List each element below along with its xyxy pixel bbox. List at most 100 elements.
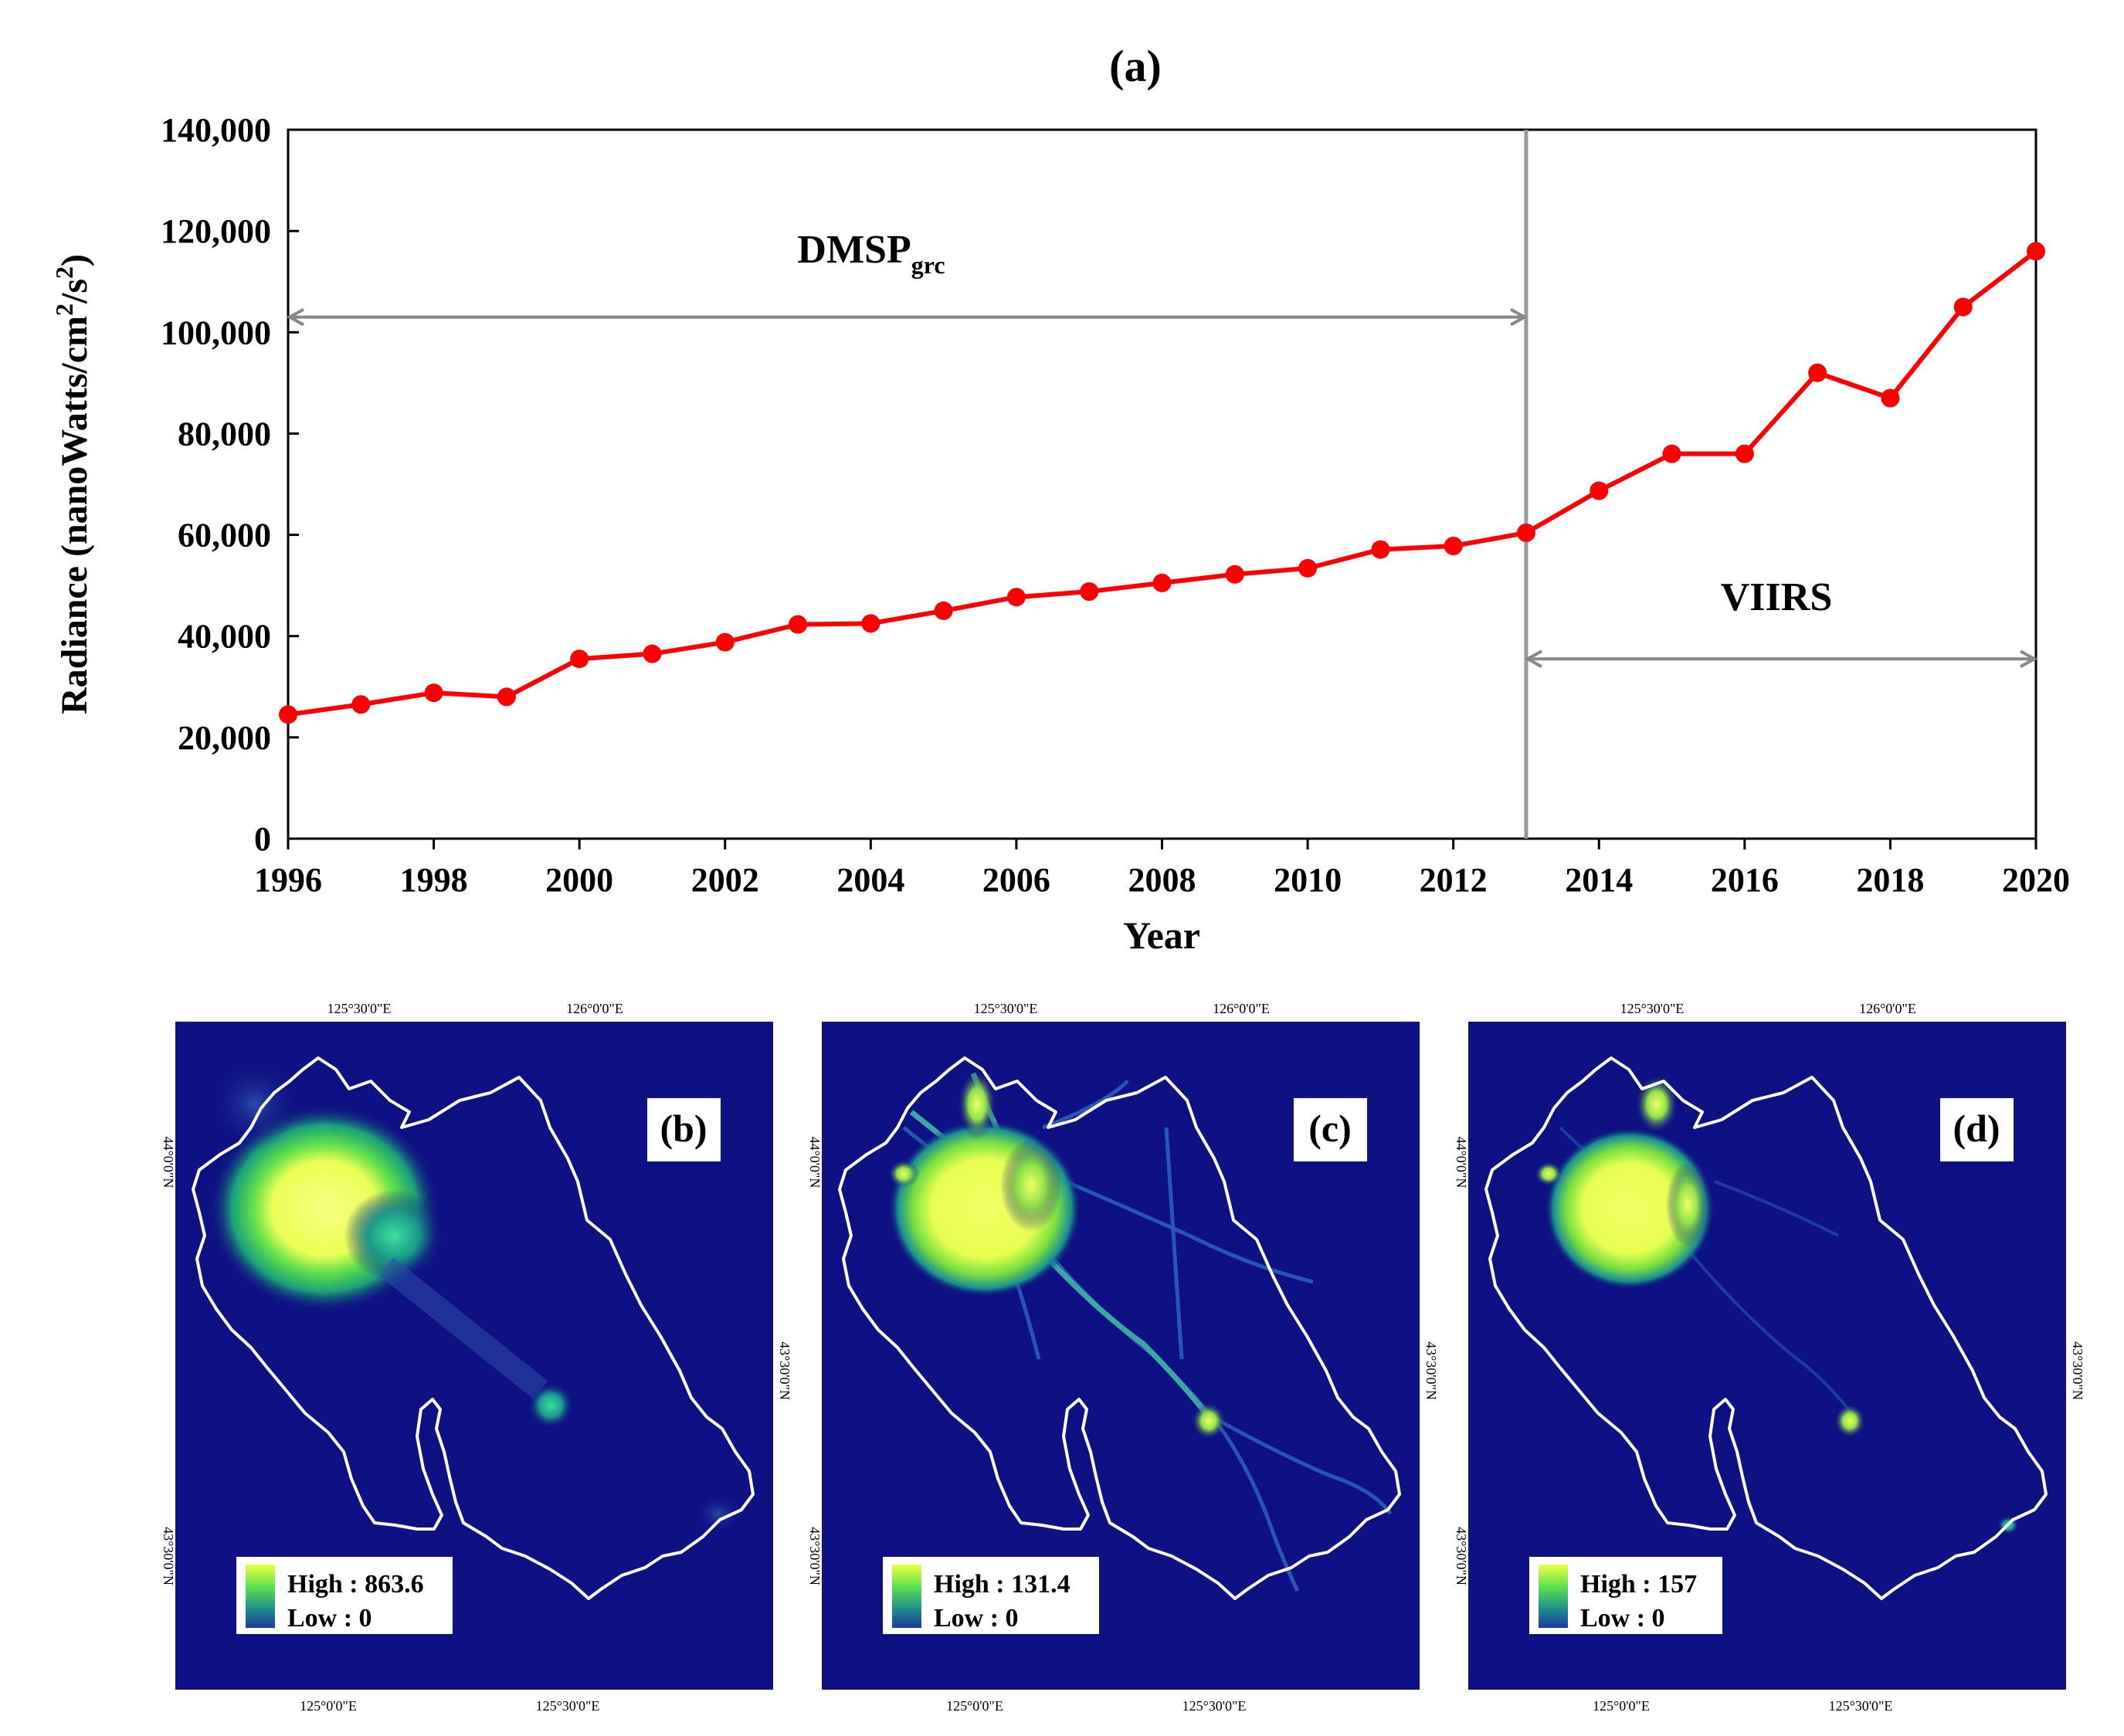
map-d-west-lights (1535, 1161, 1562, 1186)
y-axis-title-main: Radiance (nanoWatts/cm (54, 316, 95, 714)
x-tick-label: 2016 (1711, 861, 1779, 899)
data-point (1080, 582, 1099, 602)
data-point (1735, 444, 1754, 463)
map-b-bottom-lon-2: 125°30'0"E (536, 1698, 600, 1714)
map-c-road-n (1164, 1127, 1184, 1360)
data-point (351, 695, 371, 714)
x-tick-label: 1996 (254, 861, 322, 899)
map-c-left-lat-1: 44°0'0"N (807, 1137, 823, 1188)
data-point (1371, 540, 1390, 559)
map-b-se-haze (695, 1494, 741, 1533)
data-point (715, 632, 735, 652)
y-tick-label: 140,000 (161, 111, 271, 149)
map-c-town (1192, 1402, 1226, 1439)
map-d-bottom-lon-1: 125°0'0"E (1593, 1698, 1650, 1714)
map-c-road-south (1211, 1416, 1300, 1592)
x-axis-title: Year (1123, 914, 1200, 957)
map-d-right-lat-1: 43°30'0"N (2070, 1341, 2085, 1400)
y-tick-label: 120,000 (161, 212, 271, 250)
data-point (2027, 242, 2045, 261)
map-d-lights (1535, 1075, 2019, 1534)
map-b-north-haze (209, 1058, 301, 1151)
map-d-label: (d) (1953, 1107, 2000, 1150)
data-point (789, 615, 808, 634)
map-d-east-lights (1666, 1162, 1709, 1247)
map-d-left-lat-2: 43°30'0"N (1454, 1527, 1469, 1585)
chart-panel-label: (a) (1109, 41, 1162, 91)
y-tick-label: 100,000 (161, 314, 271, 351)
x-tick-label: 2000 (545, 861, 613, 899)
dmsp-label-main: DMSP (797, 228, 911, 272)
x-tick-label: 2008 (1128, 861, 1196, 899)
map-d-legend-low: Low : 0 (1580, 1604, 1665, 1633)
map-c-label-box (1294, 1098, 1367, 1161)
y-tick-label: 0 (254, 820, 271, 858)
data-point (1152, 573, 1172, 592)
x-tick-label: 2010 (1274, 861, 1342, 899)
map-c-west-lights (888, 1160, 919, 1188)
map-b-top-lon-1: 125°30'0"E (327, 1001, 392, 1016)
y-axis-title-sup1: 2 (50, 303, 78, 316)
map-b-label: (b) (660, 1107, 707, 1150)
y-tick-label: 20,000 (178, 719, 271, 757)
x-tick-label: 2014 (1565, 861, 1633, 899)
map-panel-b: (b) High : 863.6 Low : 0 (175, 1022, 773, 1690)
y-axis-title-mid: /s (54, 279, 95, 304)
data-point (279, 705, 297, 724)
map-c-east-lights (1000, 1139, 1062, 1232)
map-coordinate-labels: 125°30'0"E 126°0'0"E 125°0'0"E 125°30'0"… (161, 1001, 2085, 1714)
map-c-legend-low: Low : 0 (934, 1604, 1019, 1633)
map-c-boundary (838, 1056, 1401, 1600)
data-point (1516, 523, 1535, 542)
x-tick-label: 2012 (1420, 861, 1488, 899)
y-axis-title-end: ) (54, 254, 95, 266)
map-b-east-glow (344, 1189, 444, 1282)
radiance-series-line (287, 249, 2037, 717)
data-point (1006, 588, 1026, 607)
map-panel-c: (c) High : 131.4 Low : 0 (822, 1022, 1420, 1690)
map-c-left-lat-2: 43°30'0"N (807, 1527, 823, 1585)
map-c-right-lat-1: 43°30'0"N (1423, 1341, 1439, 1400)
x-tick-label: 1998 (400, 861, 468, 899)
map-b-town-glow (528, 1382, 574, 1429)
x-tick-label: 2002 (691, 861, 759, 899)
map-c-legend-ramp (892, 1565, 921, 1628)
y-axis-title: Radiance (nanoWatts/cm2/s2) (50, 254, 95, 714)
map-d-road-ne (1714, 1180, 1839, 1237)
map-c-label: (c) (1308, 1107, 1352, 1150)
dmsp-label-sub: grc (911, 251, 945, 279)
data-point (1662, 444, 1681, 463)
data-point (1808, 363, 1827, 382)
sensor-annotations: DMSPgrc VIIRS (286, 228, 2038, 668)
map-c-bottom-lon-2: 125°30'0"E (1182, 1698, 1247, 1714)
data-point (1298, 558, 1318, 578)
dmsp-label: DMSPgrc (797, 228, 945, 279)
data-point (643, 644, 662, 663)
y-axis: 0 20,000 40,000 60,000 80,000 100,000 120,000 1… (161, 111, 299, 858)
y-tick-label: 80,000 (178, 415, 271, 453)
data-point (1590, 481, 1609, 500)
chart-a: (a) 0 20,000 40,000 60,000 80,000 100,000 120,… (50, 41, 2070, 957)
map-c-lights (888, 1070, 1393, 1592)
x-axis: 1996 1998 2000 2002 2004 2006 2008 2010 2012 2014… (254, 839, 2070, 899)
radiance-series-points (279, 242, 2045, 724)
map-d-city-core (1545, 1127, 1715, 1290)
map-d-town (1834, 1404, 1865, 1438)
map-c-north-lights (958, 1070, 996, 1139)
map-d-left-lat-1: 44°0'0"N (1454, 1137, 1469, 1188)
map-b-legend-low: Low : 0 (287, 1604, 372, 1633)
map-d-label-box (1940, 1098, 2014, 1161)
data-point (1444, 536, 1463, 555)
map-b-right-lat-1: 43°30'0"N (777, 1341, 792, 1400)
dmsp-arrowhead-left (286, 307, 304, 327)
map-d-legend-ramp (1539, 1565, 1568, 1628)
viirs-label: VIIRS (1721, 575, 1833, 619)
map-c-bottom-lon-1: 125°0'0"E (946, 1698, 1003, 1714)
map-c-legend-high: High : 131.4 (934, 1570, 1070, 1599)
map-b-top-lon-2: 126°0'0"E (566, 1001, 623, 1016)
data-point (861, 614, 880, 633)
x-tick-label: 2018 (1856, 861, 1924, 899)
x-tick-label: 2020 (2002, 861, 2070, 899)
map-d-top-lon-2: 126°0'0"E (1859, 1001, 1916, 1016)
map-c-top-lon-2: 126°0'0"E (1213, 1001, 1270, 1016)
